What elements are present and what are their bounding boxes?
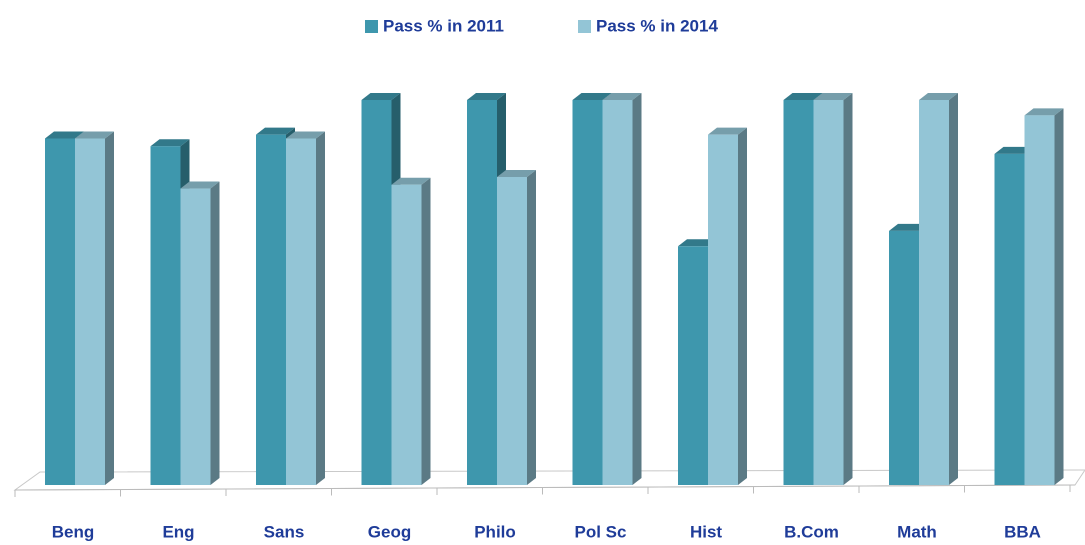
x-tick-label: Sans [264, 522, 305, 541]
bar-side [632, 93, 642, 485]
bar-top [708, 127, 747, 135]
bar-top [678, 239, 717, 247]
bar [919, 100, 949, 485]
bar [708, 134, 738, 485]
bar-side [210, 181, 220, 486]
bar-top [45, 131, 84, 139]
bar [497, 177, 527, 485]
bar [180, 188, 211, 486]
bar-top [180, 181, 220, 189]
bar [678, 246, 708, 485]
bar-top [783, 93, 823, 100]
bar-side [421, 177, 431, 485]
bar [391, 184, 422, 485]
x-tick-label: Beng [52, 522, 95, 541]
bar [572, 100, 603, 485]
bar-side [843, 93, 853, 485]
bar-top [994, 146, 1034, 154]
bar-top [75, 131, 114, 139]
x-axis [14, 484, 1076, 491]
bar [1024, 115, 1055, 486]
x-tick-label: Philo [474, 522, 516, 541]
bar [783, 100, 814, 485]
bar-side [949, 93, 958, 485]
bar-top [919, 93, 958, 100]
bar [813, 100, 844, 485]
bar-top [361, 93, 401, 100]
bar [45, 138, 75, 485]
bar-side [738, 127, 747, 486]
bar-top [256, 127, 295, 135]
x-tick-label: Eng [162, 522, 194, 541]
bar [994, 153, 1025, 485]
bar-side [316, 131, 325, 485]
bar [467, 100, 497, 485]
bar-top [391, 177, 431, 185]
legend-label: Pass % in 2011 [383, 16, 504, 35]
bar-top [889, 223, 928, 231]
bar [256, 134, 286, 485]
bar-side [1054, 108, 1064, 486]
bar-top [467, 93, 506, 100]
x-tick-label: BBA [1004, 522, 1041, 541]
x-tick-label: Pol Sc [575, 522, 627, 541]
bar [361, 100, 392, 485]
bar [602, 100, 633, 485]
legend-swatch [578, 20, 591, 33]
x-tick-label: Geog [368, 522, 411, 541]
bar [286, 138, 316, 485]
bar-top [286, 131, 325, 139]
x-tick-label: Math [897, 522, 937, 541]
bar [150, 146, 181, 485]
bar-top [1024, 108, 1064, 116]
bar [889, 230, 919, 485]
legend-swatch [365, 20, 378, 33]
bar-top [572, 93, 612, 100]
x-tick-label: Hist [690, 522, 722, 541]
x-tick-label: B.Com [784, 522, 839, 541]
bar-side [527, 170, 536, 485]
bar-top [602, 93, 642, 100]
legend-label: Pass % in 2014 [596, 16, 718, 35]
bar-side [105, 131, 114, 485]
bar [75, 138, 105, 485]
bar-top [497, 170, 536, 177]
bar-top [813, 93, 853, 100]
bar-top [150, 139, 190, 147]
